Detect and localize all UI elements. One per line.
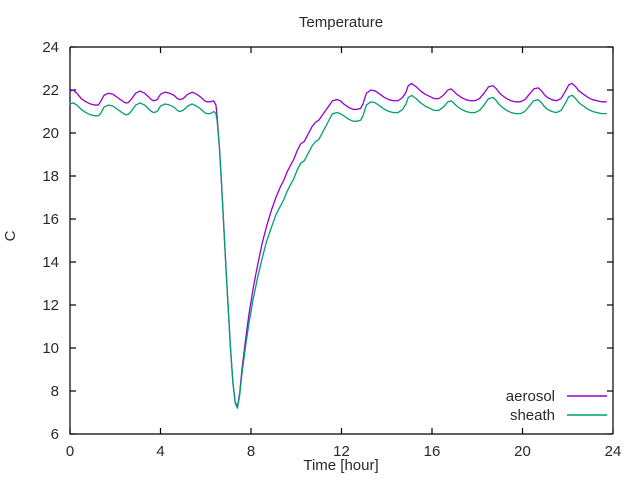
chart-title: Temperature <box>299 14 383 31</box>
y-tick-label: 12 <box>42 297 59 314</box>
y-tick-label: 20 <box>42 125 59 142</box>
x-tick-label: 12 <box>333 443 350 460</box>
y-axis-ticks: 6 8 10 12 14 16 18 20 22 24 <box>42 39 613 443</box>
series-line-sheath <box>69 94 607 409</box>
y-tick-label: 24 <box>42 39 59 56</box>
y-tick-label: 18 <box>42 168 59 185</box>
data-series-group <box>69 82 607 409</box>
plot-frame <box>69 46 614 435</box>
y-tick-label: 16 <box>42 211 59 228</box>
y-tick-label: 22 <box>42 82 59 99</box>
legend-label-aerosol: aerosol <box>506 388 555 405</box>
x-tick-label: 4 <box>156 443 164 460</box>
x-tick-label: 16 <box>424 443 441 460</box>
x-tick-label: 8 <box>247 443 255 460</box>
y-tick-label: 14 <box>42 254 59 271</box>
y-tick-label: 10 <box>42 340 59 357</box>
x-tick-label: 0 <box>66 443 74 460</box>
y-tick-label: 6 <box>51 426 59 443</box>
x-tick-label: 20 <box>514 443 531 460</box>
x-axis-title: Time [hour] <box>303 457 378 474</box>
chart-legend: aerosol sheath <box>506 388 607 424</box>
series-line-aerosol <box>69 82 607 408</box>
y-axis-title: C <box>2 230 19 241</box>
x-tick-label: 24 <box>605 443 622 460</box>
legend-label-sheath: sheath <box>510 407 555 424</box>
y-tick-label: 8 <box>51 383 59 400</box>
